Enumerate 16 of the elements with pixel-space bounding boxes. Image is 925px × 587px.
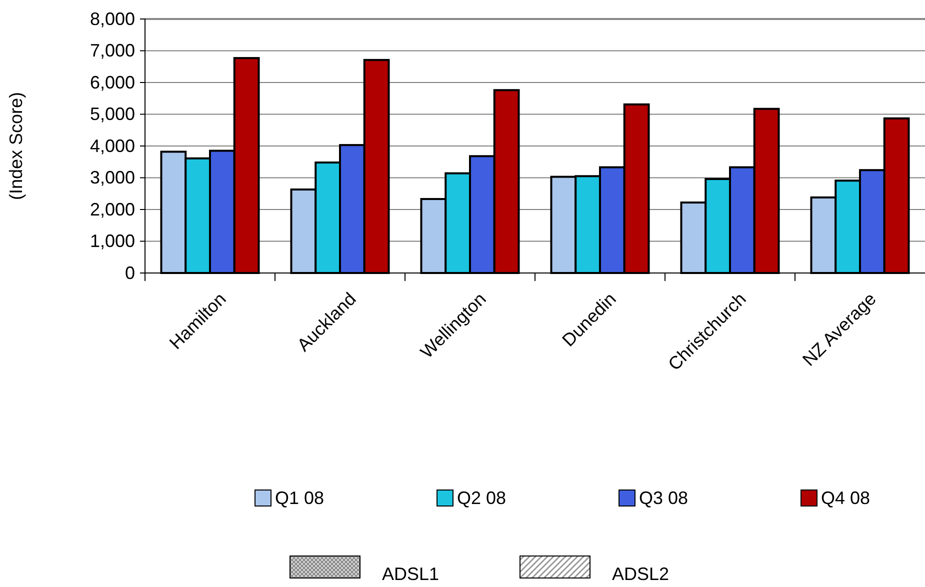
text: ADSL1 (382, 564, 440, 584)
legend-label: Q2 08 (457, 488, 506, 508)
legend-label: Q4 08 (821, 488, 870, 508)
y-tick-label: 7,000 (90, 40, 135, 61)
y-tick-label: 0 (124, 262, 135, 283)
legend-label: Q1 08 (275, 488, 324, 508)
y-tick-label: 8,000 (90, 8, 135, 29)
text: ADSL2 (612, 564, 670, 584)
y-tick-label: 3,000 (90, 168, 135, 188)
y-tick-label: 1,000 (90, 231, 135, 252)
y-tick-label: 4,000 (90, 136, 135, 156)
y-tick-label: 5,000 (90, 104, 135, 124)
y-axis-title: (Index Score) (6, 92, 26, 200)
y-tick-label: 6,000 (90, 72, 135, 92)
y-tick-label: 2,000 (90, 199, 135, 220)
legend-label: Q3 08 (639, 488, 688, 508)
